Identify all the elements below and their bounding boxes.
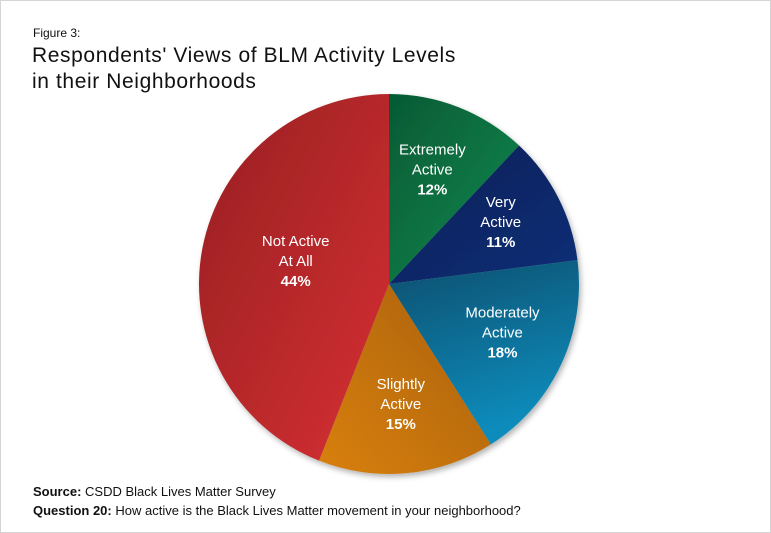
pie-slice-not-active-at-all <box>198 93 389 461</box>
slice-category: Slightly <box>377 376 426 393</box>
pie-labels: Extremely Active 12% Very Active 11% Moderatel… <box>262 141 540 432</box>
source-label: Source: <box>33 484 82 499</box>
chart-title-line-1: Respondents' Views of BLM Activity Level… <box>32 44 456 67</box>
chart-title: Respondents' Views of BLM Activity Level… <box>32 43 456 95</box>
slice-category: Moderately <box>465 304 540 321</box>
question-label: Question 20: <box>33 503 112 518</box>
slice-category: At All <box>279 253 313 270</box>
slice-category: Active <box>480 214 521 231</box>
slice-percent: 44% <box>281 273 311 290</box>
slice-percent: 15% <box>386 416 416 433</box>
slice-percent: 18% <box>487 344 517 361</box>
source-text: CSDD Black Lives Matter Survey <box>85 484 276 499</box>
slice-label-not-active-at-all: Not Active At All 44% <box>262 233 330 290</box>
slice-label-moderately-active: Moderately Active 18% <box>465 304 540 361</box>
slice-label-extremely-active: Extremely Active 12% <box>399 141 466 198</box>
slice-label-slightly-active: Slightly Active 15% <box>377 376 426 433</box>
slice-category: Active <box>412 161 453 178</box>
pie-slice-slightly-active <box>319 284 491 474</box>
slice-category: Extremely <box>399 141 466 158</box>
pie-slice-moderately-active <box>389 260 579 445</box>
pie-slice-very-active <box>389 145 578 284</box>
slice-category: Very <box>486 194 517 211</box>
slice-percent: 11% <box>486 234 515 251</box>
source-line: Source: CSDD Black Lives Matter Survey <box>33 482 521 501</box>
slice-label-very-active: Very Active 11% <box>480 194 521 251</box>
slice-category: Not Active <box>262 233 330 250</box>
chart-title-line-2: in their Neighborhoods <box>32 70 257 93</box>
slice-percent: 12% <box>417 181 447 198</box>
figure-label: Figure 3: <box>33 26 81 40</box>
source-note: Source: CSDD Black Lives Matter Survey Q… <box>33 482 521 520</box>
question-line: Question 20: How active is the Black Liv… <box>33 501 521 520</box>
question-text: How active is the Black Lives Matter mov… <box>115 503 521 518</box>
slice-category: Active <box>482 324 523 341</box>
pie-slice-extremely-active <box>389 94 520 284</box>
pie-slices <box>198 93 579 474</box>
slice-category: Active <box>380 396 421 413</box>
